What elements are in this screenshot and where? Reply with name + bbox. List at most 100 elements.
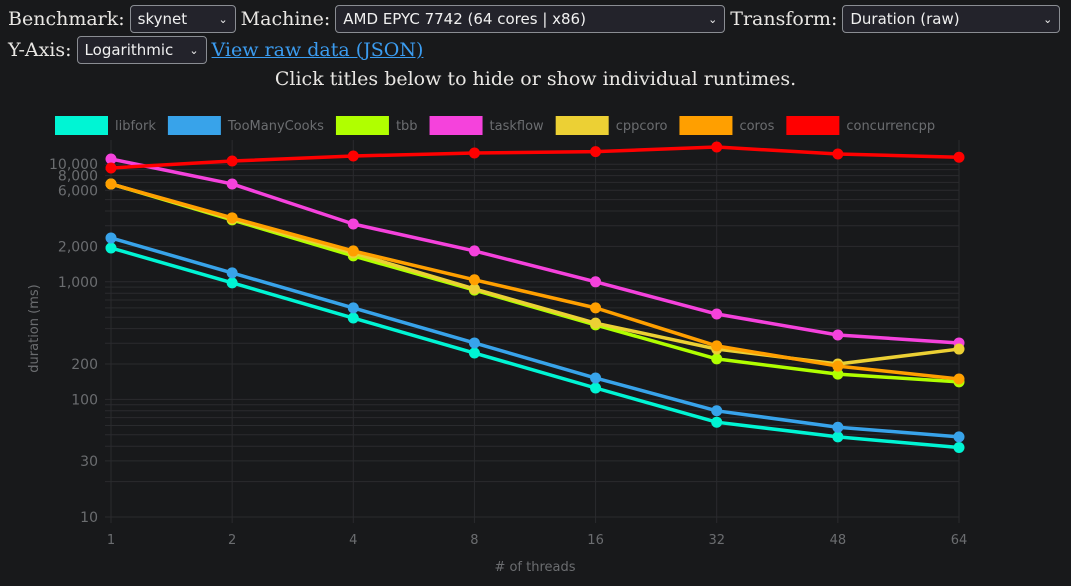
data-point-concurrencpp[interactable] xyxy=(468,147,480,159)
benchmark-select[interactable]: skynet ⌄ xyxy=(129,5,236,33)
legend-label: concurrencpp xyxy=(846,119,935,134)
x-tick-label: 48 xyxy=(830,533,847,548)
transform-select[interactable]: Duration (raw) ⌄ xyxy=(842,5,1061,33)
data-point-toomanycooks[interactable] xyxy=(468,337,480,349)
data-point-tbb[interactable] xyxy=(711,353,723,365)
data-point-taskflow[interactable] xyxy=(347,218,359,230)
series-line-libfork xyxy=(110,246,960,450)
x-tick-label: 32 xyxy=(708,533,725,548)
legend-label: tbb xyxy=(396,119,418,134)
data-point-coros[interactable] xyxy=(953,373,965,385)
data-point-coros[interactable] xyxy=(347,245,359,257)
data-point-toomanycooks[interactable] xyxy=(832,421,844,433)
data-point-cppcoro[interactable] xyxy=(953,343,965,355)
yaxis-label: Y-Axis: xyxy=(8,39,72,61)
data-point-toomanycooks[interactable] xyxy=(105,232,117,244)
series-line-concurrencpp xyxy=(110,145,960,170)
data-point-coros[interactable] xyxy=(832,360,844,372)
y-axis-title: duration (ms) xyxy=(27,284,42,372)
legend-item-taskflow[interactable]: taskflow xyxy=(429,116,545,135)
data-point-toomanycooks[interactable] xyxy=(226,267,238,279)
y-tick-label: 10 xyxy=(80,510,98,526)
y-tick-label: 100 xyxy=(71,392,98,408)
series-line-toomanycooks xyxy=(110,236,960,439)
chevron-down-icon: ⌄ xyxy=(708,12,718,26)
data-point-concurrencpp[interactable] xyxy=(105,162,117,174)
data-point-libfork[interactable] xyxy=(953,441,965,453)
y-tick-label: 10,000 xyxy=(49,157,98,173)
legend-item-toomanycooks[interactable]: TooManyCooks xyxy=(167,116,324,135)
data-point-coros[interactable] xyxy=(226,212,238,224)
yaxis-select[interactable]: Logarithmic ⌄ xyxy=(76,36,207,64)
legend-item-tbb[interactable]: tbb xyxy=(335,116,418,135)
legend-swatch xyxy=(167,116,221,135)
data-point-taskflow[interactable] xyxy=(590,276,602,288)
data-point-concurrencpp[interactable] xyxy=(711,141,723,153)
benchmark-value: skynet xyxy=(137,10,188,28)
view-raw-data-link[interactable]: View raw data (JSON) xyxy=(211,39,424,61)
machine-value: AMD EPYC 7742 (64 cores | x86) xyxy=(343,10,586,28)
chevron-down-icon: ⌄ xyxy=(1043,12,1053,26)
data-point-libfork[interactable] xyxy=(711,416,723,428)
data-point-toomanycooks[interactable] xyxy=(953,431,965,443)
data-point-concurrencpp[interactable] xyxy=(953,151,965,163)
controls-row-2: Y-Axis: Logarithmic ⌄ View raw data (JSON… xyxy=(8,36,423,64)
legend-swatch xyxy=(429,116,483,135)
y-tick-label: 2,000 xyxy=(58,239,98,255)
legend-item-cppcoro[interactable]: cppcoro xyxy=(555,116,668,135)
x-tick-label: 16 xyxy=(587,533,604,548)
legend-label: cppcoro xyxy=(616,119,668,134)
machine-select[interactable]: AMD EPYC 7742 (64 cores | x86) ⌄ xyxy=(335,5,726,33)
legend-label: taskflow xyxy=(490,119,545,134)
data-point-toomanycooks[interactable] xyxy=(711,405,723,417)
legend-swatch xyxy=(679,116,733,135)
machine-label: Machine: xyxy=(240,8,331,30)
data-point-taskflow[interactable] xyxy=(711,308,723,320)
x-tick-label: 1 xyxy=(107,533,115,548)
data-point-libfork[interactable] xyxy=(832,431,844,443)
data-point-coros[interactable] xyxy=(105,178,117,190)
legend-item-coros[interactable]: coros xyxy=(679,116,775,135)
data-point-taskflow[interactable] xyxy=(226,178,238,190)
series-line-taskflow xyxy=(110,157,960,345)
legend-swatch xyxy=(335,116,389,135)
data-point-coros[interactable] xyxy=(711,340,723,352)
legend-label: TooManyCooks xyxy=(227,119,324,134)
legend-swatch xyxy=(55,116,108,135)
y-tick-label: 30 xyxy=(80,454,98,470)
data-point-taskflow[interactable] xyxy=(832,329,844,341)
data-point-libfork[interactable] xyxy=(347,312,359,324)
legend-swatch xyxy=(555,116,609,135)
chevron-down-icon: ⌄ xyxy=(218,12,228,26)
data-point-concurrencpp[interactable] xyxy=(226,155,238,167)
data-point-cppcoro[interactable] xyxy=(590,317,602,329)
legend-swatch xyxy=(786,116,840,135)
data-point-tbb[interactable] xyxy=(832,368,844,380)
data-point-toomanycooks[interactable] xyxy=(590,372,602,384)
legend-label: libfork xyxy=(115,119,156,134)
data-point-taskflow[interactable] xyxy=(468,245,480,257)
data-point-libfork[interactable] xyxy=(226,277,238,289)
legend-item-libfork[interactable]: libfork xyxy=(55,116,156,135)
x-axis-title: # of threads xyxy=(494,560,575,575)
data-point-taskflow[interactable] xyxy=(105,153,117,165)
data-point-toomanycooks[interactable] xyxy=(347,302,359,314)
data-point-concurrencpp[interactable] xyxy=(590,146,602,158)
data-point-cppcoro[interactable] xyxy=(468,283,480,295)
x-tick-label: 8 xyxy=(470,533,478,548)
hint-text: Click titles below to hide or show indiv… xyxy=(274,68,797,90)
data-point-concurrencpp[interactable] xyxy=(347,150,359,162)
legend-item-concurrencpp[interactable]: concurrencpp xyxy=(786,116,935,135)
y-tick-label: 1,000 xyxy=(58,275,98,291)
yaxis-value: Logarithmic xyxy=(84,41,174,59)
transform-value: Duration (raw) xyxy=(850,10,960,28)
data-point-libfork[interactable] xyxy=(468,347,480,359)
data-point-libfork[interactable] xyxy=(590,382,602,394)
chevron-down-icon: ⌄ xyxy=(189,43,199,57)
data-point-libfork[interactable] xyxy=(105,242,117,254)
data-point-coros[interactable] xyxy=(468,274,480,286)
data-point-concurrencpp[interactable] xyxy=(832,148,844,160)
data-point-coros[interactable] xyxy=(590,302,602,314)
x-tick-label: 64 xyxy=(951,533,968,548)
